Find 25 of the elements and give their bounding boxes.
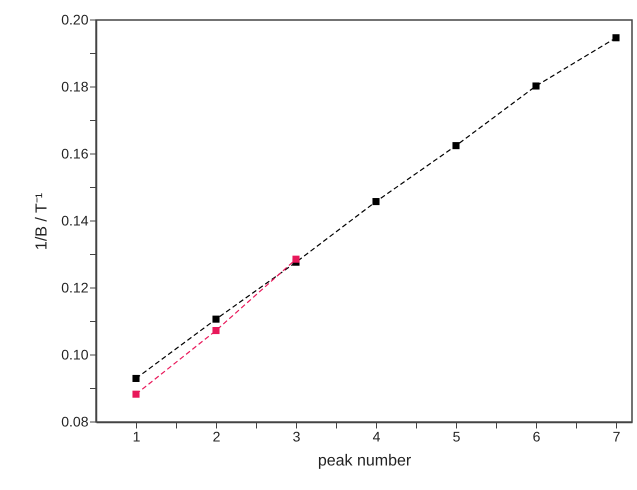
x-tick-label: 3 xyxy=(292,428,301,444)
point xyxy=(212,316,220,323)
x-tick-label: 4 xyxy=(372,428,381,444)
x-tick-label: 1 xyxy=(132,428,141,444)
x-axis-title: peak number xyxy=(318,452,412,470)
y-tick-label: 0.14 xyxy=(61,212,89,228)
x-tick-label: 5 xyxy=(452,428,461,444)
y-axis-title: 1/B / T⁻¹ xyxy=(33,192,50,250)
x-tick-label: 2 xyxy=(212,428,221,444)
y-tick-label: 0.08 xyxy=(61,414,89,430)
point xyxy=(372,198,380,206)
point xyxy=(132,374,140,382)
point xyxy=(612,34,620,42)
point xyxy=(212,327,220,334)
y-tick-label: 0.18 xyxy=(61,78,89,94)
x-tick-label: 7 xyxy=(612,428,621,444)
y-tick-label: 0.16 xyxy=(61,146,89,162)
y-tick-label: 0.12 xyxy=(61,280,89,296)
y-tick-label: 0.20 xyxy=(61,12,89,28)
point xyxy=(292,256,300,263)
point xyxy=(132,390,140,398)
point xyxy=(452,142,460,150)
point xyxy=(532,82,540,90)
x-tick-label: 6 xyxy=(532,428,541,444)
y-tick-label: 0.10 xyxy=(61,346,89,362)
